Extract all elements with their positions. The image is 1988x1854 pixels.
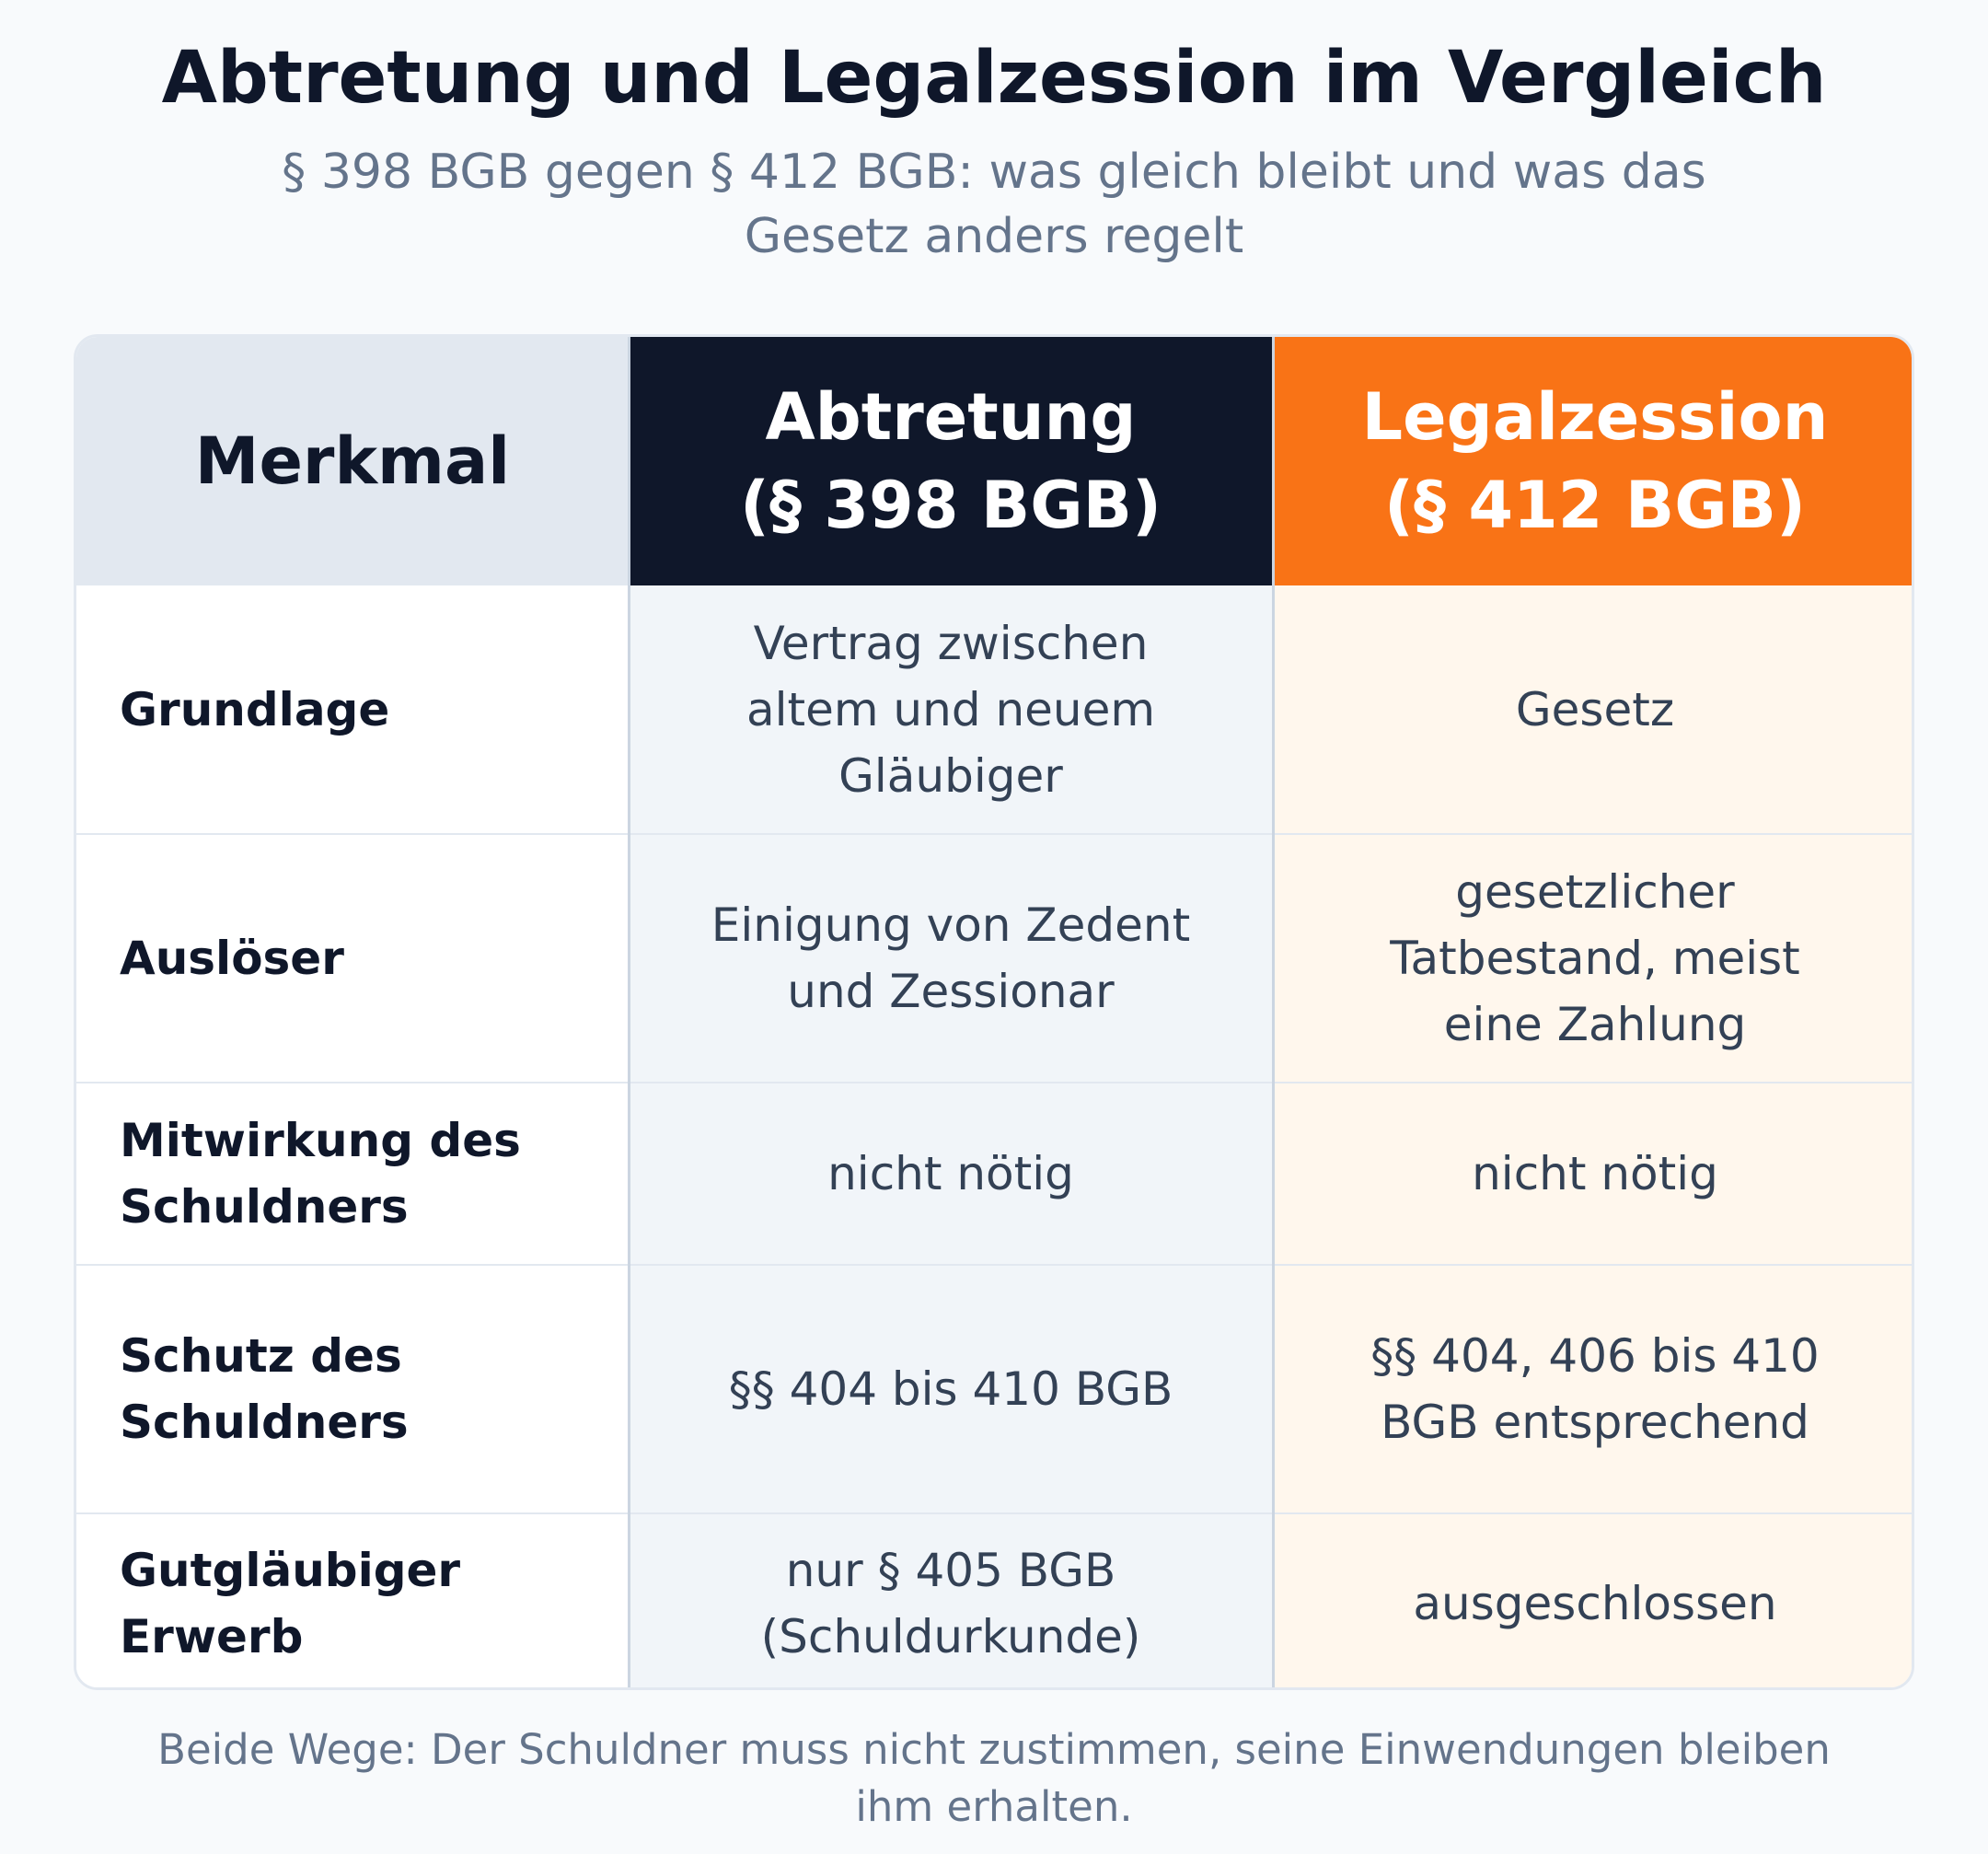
header-legalzession: Legalzession (§ 412 BGB) (1273, 337, 1912, 585)
cell-legalzession-ausloeser: gesetzlicher Tatbestand, meist eine Zahl… (1273, 834, 1912, 1083)
row-label-mitwirkung: Mitwirkung des Schuldners (76, 1083, 629, 1265)
cell-abtretung-mitwirkung: nicht nötig (629, 1083, 1273, 1265)
cell-legalzession-gutglaeubiger-erwerb: ausgeschlossen (1273, 1513, 1912, 1687)
cell-text: nicht nötig (1472, 1147, 1718, 1200)
header-abtretung: Abtretung (§ 398 BGB) (629, 337, 1273, 585)
row-label-text: Gutgläubiger Erwerb (120, 1543, 461, 1663)
cell-text: Einigung von Zedent und Zessionar (711, 898, 1191, 1018)
footer-note: Beide Wege: Der Schuldner muss nicht zus… (157, 1725, 1831, 1831)
page-title: Abtretung und Legalzession im Vergleich (161, 37, 1827, 120)
cell-text: nicht nötig (827, 1147, 1074, 1200)
cell-abtretung-gutglaeubiger-erwerb: nur § 405 BGB (Schuldurkunde) (629, 1513, 1273, 1687)
cell-text: §§ 404, 406 bis 410 BGB entsprechend (1370, 1329, 1820, 1449)
row-divider (76, 1512, 1912, 1514)
header-feature-label: Merkmal (194, 423, 511, 499)
cell-abtretung-ausloeser: Einigung von Zedent und Zessionar (629, 834, 1273, 1083)
header-abtretung-label: Abtretung (§ 398 BGB) (739, 379, 1162, 543)
row-label-text: Schutz des Schuldners (120, 1329, 409, 1449)
header-legalzession-label: Legalzession (§ 412 BGB) (1361, 379, 1829, 543)
column-divider (628, 337, 630, 1687)
cell-text: §§ 404 bis 410 BGB (728, 1362, 1173, 1416)
cell-text: Vertrag zwischen altem und neuem Gläubig… (746, 617, 1156, 803)
header-feature: Merkmal (76, 337, 629, 585)
cell-text: nur § 405 BGB (Schuldurkunde) (760, 1543, 1141, 1663)
row-label-ausloeser: Auslöser (76, 834, 629, 1083)
cell-text: Gesetz (1515, 683, 1675, 736)
row-divider (76, 1082, 1912, 1083)
column-divider (1272, 337, 1275, 1687)
row-label-text: Grundlage (120, 683, 390, 736)
page-subtitle: § 398 BGB gegen § 412 BGB: was gleich bl… (282, 145, 1706, 264)
row-label-text: Auslöser (120, 932, 344, 985)
cell-text: gesetzlicher Tatbestand, meist eine Zahl… (1390, 865, 1800, 1051)
cell-legalzession-mitwirkung: nicht nötig (1273, 1083, 1912, 1265)
row-divider (76, 833, 1912, 835)
cell-legalzession-schutz: §§ 404, 406 bis 410 BGB entsprechend (1273, 1265, 1912, 1513)
row-label-gutglaeubiger-erwerb: Gutgläubiger Erwerb (76, 1513, 629, 1687)
row-divider (76, 1264, 1912, 1266)
comparison-table: Merkmal Abtretung (§ 398 BGB) Legalzessi… (74, 334, 1914, 1690)
cell-text: ausgeschlossen (1413, 1576, 1777, 1630)
cell-abtretung-grundlage: Vertrag zwischen altem und neuem Gläubig… (629, 585, 1273, 834)
row-label-schutz: Schutz des Schuldners (76, 1265, 629, 1513)
row-label-text: Mitwirkung des Schuldners (120, 1114, 521, 1234)
cell-legalzession-grundlage: Gesetz (1273, 585, 1912, 834)
cell-abtretung-schutz: §§ 404 bis 410 BGB (629, 1265, 1273, 1513)
row-label-grundlage: Grundlage (76, 585, 629, 834)
